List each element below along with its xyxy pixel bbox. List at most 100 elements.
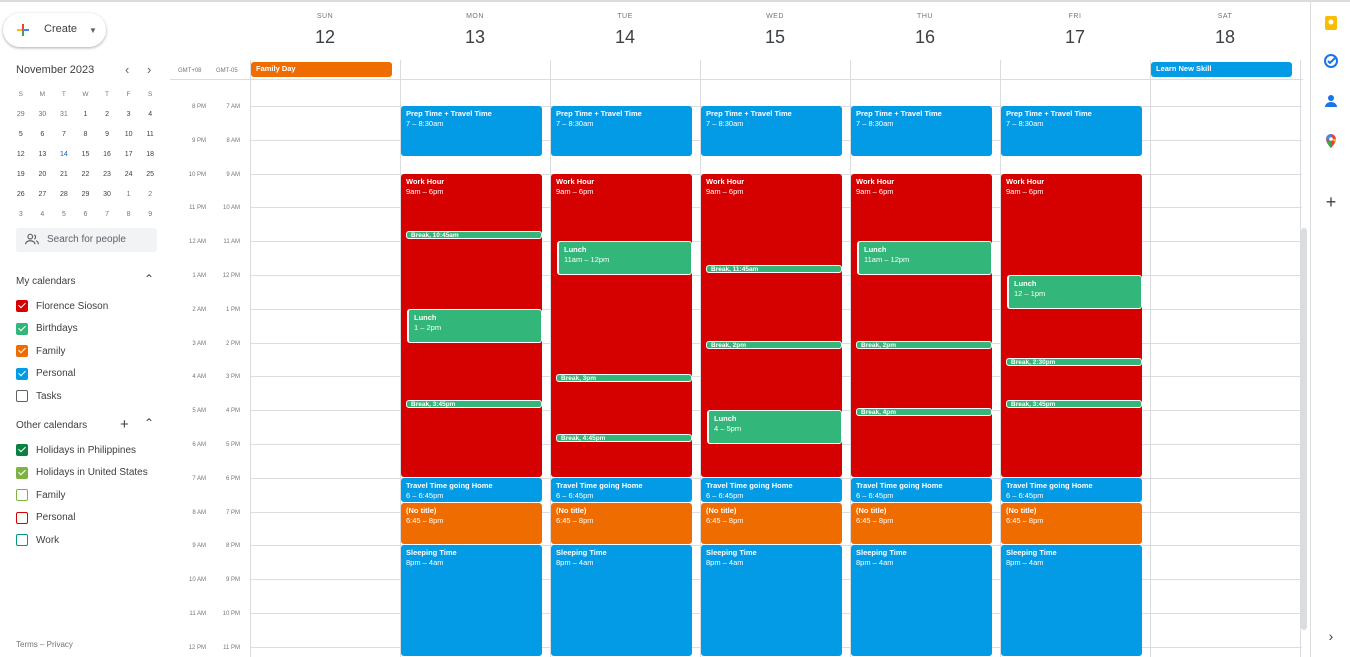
allday-event[interactable]: Family Day <box>251 62 392 77</box>
mini-day[interactable]: 11 <box>146 130 154 138</box>
day-number[interactable]: 12 <box>314 27 336 47</box>
mini-day[interactable]: 26 <box>16 190 25 198</box>
calendar-checkbox[interactable] <box>16 534 28 546</box>
calendar-item[interactable]: Work <box>16 532 59 548</box>
calendar-item[interactable]: Holidays in Philippines <box>16 442 136 458</box>
mini-day[interactable]: 9 <box>105 130 109 138</box>
mini-day[interactable]: 30 <box>103 190 111 198</box>
day-header[interactable]: FRI 17 <box>1000 13 1150 48</box>
mini-day[interactable]: 31 <box>60 110 68 118</box>
day-number[interactable]: 14 <box>614 27 636 47</box>
break-event[interactable]: Break, 3pm <box>556 374 692 383</box>
day-header[interactable]: MON 13 <box>400 13 550 48</box>
lunch-event[interactable]: Lunch 11am – 12pm <box>557 241 692 275</box>
calendar-event[interactable]: Sleeping Time 8pm – 4am <box>551 545 692 656</box>
lunch-event[interactable]: Lunch 12 – 1pm <box>1007 275 1142 309</box>
break-event[interactable]: Break, 2pm <box>856 340 992 349</box>
calendar-checkbox[interactable] <box>16 367 28 380</box>
calendar-item[interactable]: Family <box>16 487 65 503</box>
mini-day[interactable]: 3 <box>18 210 23 218</box>
calendar-checkbox[interactable] <box>16 511 28 524</box>
calendar-checkbox[interactable] <box>16 322 28 335</box>
calendar-checkbox[interactable] <box>16 489 28 501</box>
mini-day[interactable]: 25 <box>146 170 155 178</box>
mini-day[interactable]: 4 <box>148 110 153 118</box>
keep-icon[interactable] <box>1323 15 1339 31</box>
break-event[interactable]: Break, 10:45am <box>406 230 542 239</box>
calendar-event[interactable]: Work Hour 9am – 6pm <box>551 173 692 477</box>
calendar-checkbox[interactable] <box>16 300 28 312</box>
calendar-item[interactable]: Personal <box>16 366 75 382</box>
calendar-event[interactable]: Sleeping Time 8pm – 4am <box>1001 545 1142 656</box>
calendar-checkbox[interactable] <box>16 390 28 402</box>
calendar-event[interactable]: Sleeping Time 8pm – 4am <box>401 545 542 656</box>
break-event[interactable]: Break, 3:45pm <box>406 399 542 408</box>
mini-day[interactable]: 2 <box>148 190 153 198</box>
calendar-event[interactable]: (No title) 6:45 – 8pm <box>551 503 692 545</box>
lunch-event[interactable]: Lunch 11am – 12pm <box>857 241 992 275</box>
mini-day-today[interactable]: 14 <box>53 145 75 163</box>
calendar-item[interactable]: Personal <box>16 510 75 526</box>
mini-day[interactable]: 30 <box>38 110 47 118</box>
calendar-event[interactable]: Work Hour 9am – 6pm <box>1001 173 1142 477</box>
break-event[interactable]: Break, 4pm <box>856 408 992 417</box>
calendar-item[interactable]: Tasks <box>16 388 62 404</box>
mini-day[interactable]: 1 <box>83 110 88 118</box>
maps-icon[interactable] <box>1323 133 1339 149</box>
day-header[interactable]: SAT 18 <box>1150 13 1300 48</box>
mini-day[interactable]: 7 <box>61 130 66 138</box>
chevron-up-icon[interactable]: ⌃ <box>144 272 155 286</box>
allday-event[interactable]: Learn New Skill <box>1151 62 1292 77</box>
scrollbar[interactable] <box>1301 228 1307 630</box>
mini-day[interactable]: 1 <box>126 190 131 198</box>
day-header[interactable]: WED 15 <box>700 13 850 48</box>
lunch-event[interactable]: Lunch 1 – 2pm <box>407 308 542 343</box>
mini-day[interactable]: 5 <box>61 210 66 218</box>
day-header[interactable]: SUN 12 <box>250 13 400 48</box>
lunch-event[interactable]: Lunch 4 – 5pm <box>707 410 842 444</box>
calendar-checkbox[interactable] <box>16 444 28 456</box>
create-button[interactable]: Create ▼ <box>3 13 106 47</box>
calendar-item[interactable]: Holidays in United States <box>16 465 148 481</box>
mini-day[interactable]: 29 <box>16 110 25 118</box>
mini-day[interactable]: 6 <box>40 130 45 138</box>
calendar-event[interactable]: Travel Time going Home 6 – 6:45pm <box>401 477 542 503</box>
break-event[interactable]: Break, 3:45pm <box>1006 399 1142 408</box>
prev-month-icon[interactable]: ‹ <box>125 62 130 77</box>
mini-day[interactable]: 17 <box>124 150 133 158</box>
day-number[interactable]: 16 <box>914 27 936 47</box>
mini-day[interactable]: 24 <box>124 170 133 178</box>
mini-day[interactable]: 22 <box>81 170 90 178</box>
mini-day[interactable]: 28 <box>60 190 68 198</box>
mini-day[interactable]: 10 <box>124 130 133 138</box>
mini-day[interactable]: 2 <box>105 110 109 118</box>
mini-day[interactable]: 13 <box>38 150 47 158</box>
mini-day[interactable]: 23 <box>103 170 111 178</box>
add-calendar-icon[interactable]: + <box>120 416 129 433</box>
contacts-icon[interactable] <box>1323 93 1339 109</box>
footer-links[interactable]: Terms – Privacy <box>16 640 73 649</box>
break-event[interactable]: Break, 2:30pm <box>1006 357 1142 366</box>
calendar-event[interactable]: Prep Time + Travel Time 7 – 8:30am <box>701 106 842 156</box>
calendar-event[interactable]: Travel Time going Home 6 – 6:45pm <box>851 477 992 503</box>
add-addon-icon[interactable]: + <box>1325 192 1337 212</box>
day-header[interactable]: THU 16 <box>850 13 1000 48</box>
mini-day[interactable]: 15 <box>81 150 90 158</box>
day-number[interactable]: 13 <box>464 27 486 47</box>
mini-day[interactable]: 5 <box>18 130 23 138</box>
calendar-event[interactable]: Travel Time going Home 6 – 6:45pm <box>701 477 842 503</box>
calendar-event[interactable]: (No title) 6:45 – 8pm <box>401 503 542 545</box>
mini-day[interactable]: 7 <box>105 210 109 218</box>
calendar-item[interactable]: Family <box>16 343 65 359</box>
mini-day[interactable]: 16 <box>103 150 111 158</box>
calendar-event[interactable]: (No title) 6:45 – 8pm <box>851 503 992 545</box>
calendar-item[interactable]: Birthdays <box>16 321 78 337</box>
break-event[interactable]: Break, 2pm <box>706 340 842 349</box>
mini-day[interactable]: 20 <box>38 170 47 178</box>
chevron-up-icon[interactable]: ⌃ <box>144 416 155 430</box>
mini-day[interactable]: 6 <box>83 210 88 218</box>
mini-day[interactable]: 8 <box>126 210 131 218</box>
calendar-event[interactable]: Travel Time going Home 6 – 6:45pm <box>1001 477 1142 503</box>
mini-day[interactable]: 3 <box>126 110 131 118</box>
calendar-event[interactable]: Work Hour 9am – 6pm <box>851 173 992 477</box>
